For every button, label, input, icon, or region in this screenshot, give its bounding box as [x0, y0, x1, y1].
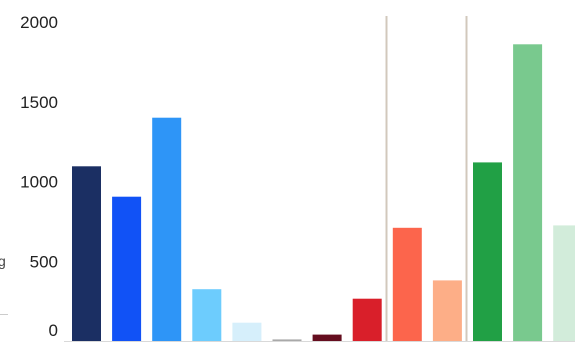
- bar: [352, 298, 382, 341]
- y-tick-label: 1000: [20, 173, 58, 192]
- bar: [72, 166, 101, 341]
- bar: [192, 289, 222, 341]
- bar: [432, 280, 462, 341]
- bar: [152, 117, 182, 341]
- bar: [473, 162, 502, 341]
- bar: [513, 44, 543, 342]
- bar: [232, 322, 262, 341]
- y-axis: 0 500 1000 1500 2000: [20, 13, 58, 340]
- bar: [272, 339, 302, 341]
- bars: [72, 44, 575, 342]
- y-tick-label: 500: [30, 252, 58, 271]
- y-tick-label: 2000: [20, 13, 58, 32]
- y-tick-label: 0: [49, 321, 58, 340]
- y-tick-label: 1500: [20, 93, 58, 112]
- bar: [553, 225, 575, 341]
- bar: [392, 227, 422, 341]
- bar: [112, 196, 142, 341]
- reference-lines: [385, 16, 468, 341]
- edge-label: g: [0, 253, 6, 269]
- bar: [312, 334, 342, 341]
